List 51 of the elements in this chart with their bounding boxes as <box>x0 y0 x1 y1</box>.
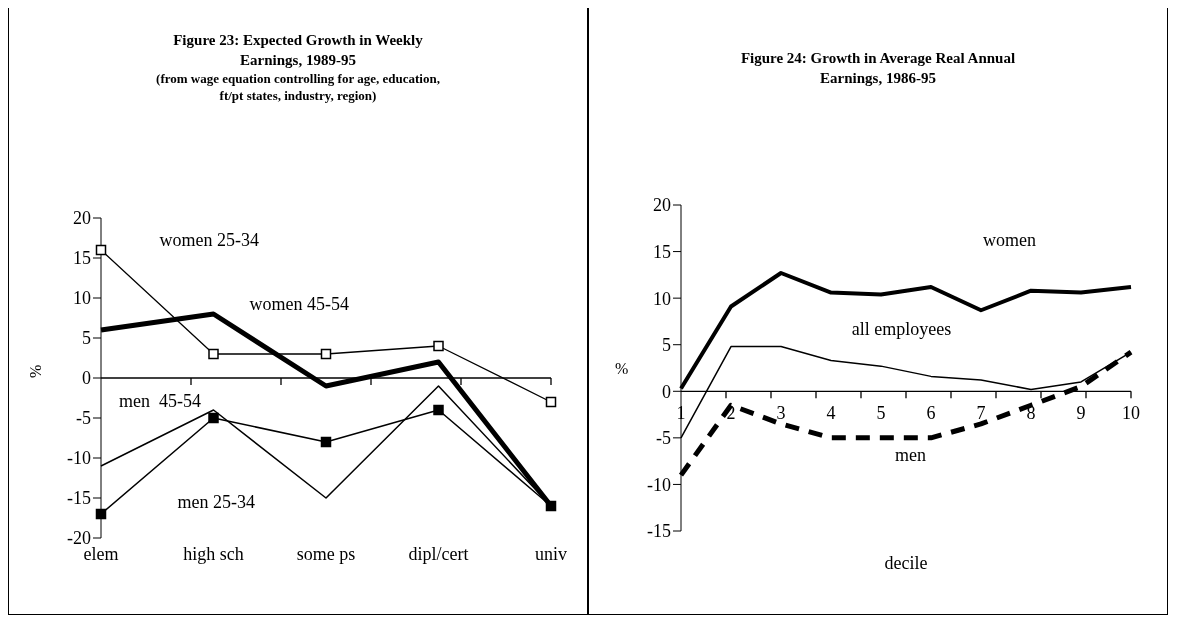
y-tick-label: 10 <box>653 288 671 309</box>
x-tick-label: 7 <box>976 403 986 424</box>
point <box>320 436 332 448</box>
y-tick-label: 0 <box>82 368 91 389</box>
point <box>433 340 444 352</box>
point <box>320 348 332 360</box>
chart-title: Figure 24: Growth in Average Real Annual Earnings, 1986-95 <box>739 49 1017 88</box>
y-tick-label: -10 <box>647 474 671 495</box>
legend-label: men 45-54 <box>119 390 201 411</box>
y-tick-label: -5 <box>656 428 671 449</box>
x-tick-label: 3 <box>776 403 786 424</box>
point <box>545 500 557 512</box>
x-tick-label: dipl/cert <box>408 544 469 564</box>
x-tick-label: 5 <box>876 403 886 424</box>
y-tick-label: 15 <box>73 248 91 269</box>
point <box>208 348 219 360</box>
point <box>95 508 107 520</box>
series-label: all employees <box>851 319 952 340</box>
series-label: women 45-54 <box>249 294 349 314</box>
text: women 25-34 <box>159 230 259 250</box>
x-tick-label: some ps <box>296 544 356 564</box>
point <box>433 404 444 416</box>
y-axis-title: % <box>26 364 44 378</box>
x-tick-label: 6 <box>926 403 936 424</box>
chart-subtitle: (from wage equation controlling for age, education, ft/pt states, industry, region) <box>155 70 441 104</box>
y-tick-label: 5 <box>662 335 671 356</box>
x-axis-title: decile <box>884 553 928 573</box>
y-tick-label: -10 <box>67 448 91 469</box>
y-tick-label: 20 <box>653 195 671 216</box>
y-tick-label: -15 <box>647 521 671 542</box>
x-tick-label: 10 <box>1122 403 1140 424</box>
x-tick-label: 1 <box>676 403 686 424</box>
y-axis-title: % <box>615 359 629 377</box>
series-label: men <box>895 445 926 466</box>
y-tick-label: 10 <box>73 288 91 309</box>
x-tick-label: 4 <box>826 403 836 424</box>
y-tick-label: 5 <box>82 328 91 349</box>
point <box>95 244 107 256</box>
point <box>545 396 557 408</box>
x-tick-label: univ <box>534 544 568 564</box>
y-tick-label: 15 <box>653 241 671 262</box>
series-label: men 25-34 <box>177 492 255 513</box>
x-tick-label: high sch <box>183 544 244 564</box>
text: women <box>983 229 1036 250</box>
y-tick-label: -15 <box>67 488 91 509</box>
x-tick-label: 9 <box>1076 403 1086 424</box>
y-tick-label: 0 <box>662 381 671 402</box>
chart-title: Figure 23: Expected Growth in Weekly Earnings, 1989-95 <box>172 31 424 70</box>
y-tick-label: -5 <box>76 408 91 429</box>
point <box>208 412 219 424</box>
y-tick-label: 20 <box>73 208 91 229</box>
